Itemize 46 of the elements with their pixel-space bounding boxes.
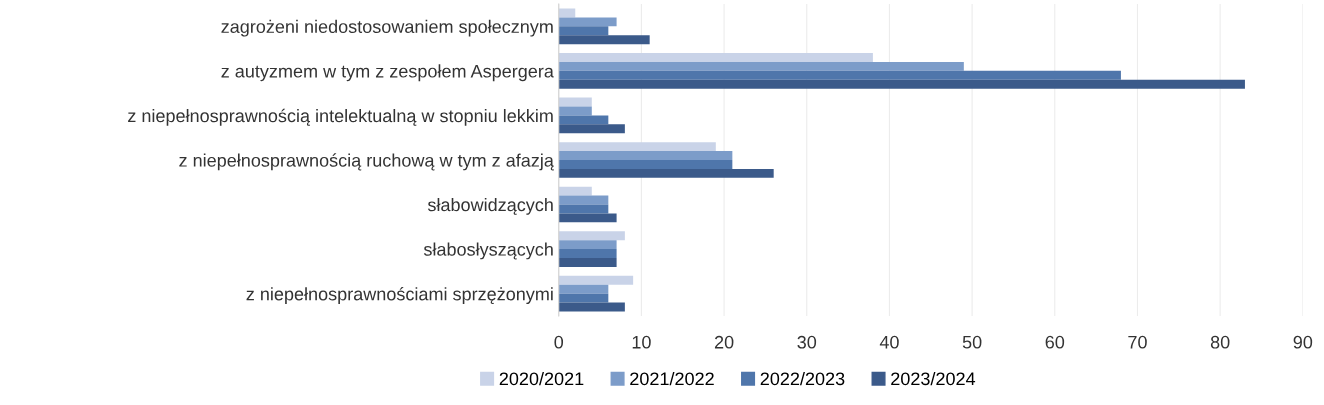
bar [558, 159, 733, 169]
bar [558, 257, 617, 267]
bar [558, 79, 1245, 89]
bar [558, 124, 625, 134]
bar [558, 26, 609, 36]
bar [558, 35, 650, 45]
bar [558, 213, 617, 223]
bar [558, 70, 1121, 80]
x-tick-label: 30 [797, 335, 817, 349]
y-tick-label: z autyzmem w tym z zespołem Aspergera [221, 64, 554, 82]
bar [558, 142, 716, 152]
x-tick-label: 0 [554, 335, 564, 349]
bar [558, 168, 774, 178]
legend-label: 2021/2022 [630, 371, 714, 386]
bar [558, 284, 609, 294]
bar [558, 249, 617, 258]
bar [558, 186, 592, 196]
bar [558, 61, 964, 71]
bar [558, 115, 609, 125]
bar [558, 293, 609, 303]
x-tick-label: 50 [962, 335, 982, 349]
y-tick-label: słabosłyszących [423, 242, 553, 260]
bar [558, 97, 592, 107]
bar [558, 275, 634, 285]
x-tick-label: 70 [1128, 335, 1147, 349]
x-tick-label: 80 [1210, 335, 1230, 349]
x-tick-label: 10 [632, 335, 651, 349]
bar [558, 302, 625, 312]
legend-label: 2022/2023 [760, 371, 845, 386]
bar [558, 231, 625, 241]
bar [558, 195, 609, 205]
bar [558, 151, 733, 160]
x-tick-label: 20 [714, 335, 734, 349]
legend-label: 2023/2024 [891, 371, 976, 386]
bar [558, 53, 873, 62]
x-tick-label: 90 [1293, 335, 1313, 349]
bar [558, 240, 617, 250]
x-tick-label: 60 [1045, 335, 1065, 349]
y-tick-label: z niepełnosprawnością ruchową w tym z afazją [179, 153, 554, 171]
y-tick-label: z niepełnosprawnościami sprzężonymi [246, 286, 553, 305]
y-tick-label: słabowidzących [427, 197, 553, 215]
y-tick-label: zagrożeni niedostosowaniem społecznym [221, 19, 553, 37]
bar [558, 17, 617, 27]
legend-label: 2020/2021 [499, 371, 584, 386]
y-tick-label: z niepełnosprawnością intelektualną w stopniu lekkim [128, 108, 553, 126]
x-tick-label: 40 [879, 335, 899, 349]
